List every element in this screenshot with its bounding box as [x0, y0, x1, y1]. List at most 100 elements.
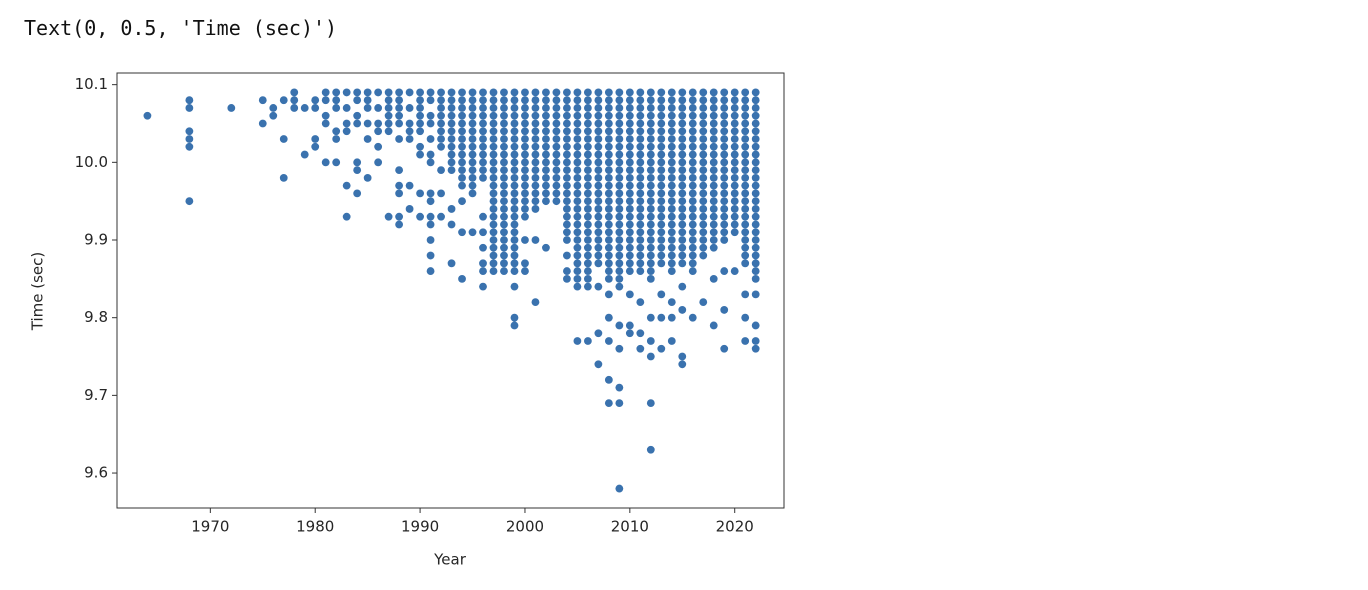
point — [594, 243, 603, 252]
point — [615, 220, 624, 229]
point — [500, 267, 508, 275]
point — [636, 220, 645, 229]
point — [458, 274, 466, 283]
point — [730, 111, 739, 120]
point — [563, 205, 571, 213]
point — [604, 173, 613, 182]
point — [521, 181, 529, 190]
point — [741, 243, 750, 252]
point — [531, 142, 540, 151]
point — [521, 197, 529, 206]
point — [751, 243, 760, 252]
point — [458, 166, 466, 174]
point — [615, 173, 624, 182]
point — [489, 135, 498, 143]
point — [646, 173, 655, 182]
point — [552, 150, 561, 159]
point — [730, 189, 739, 198]
point — [510, 104, 519, 112]
point — [604, 399, 613, 408]
point — [321, 96, 330, 105]
point — [604, 243, 613, 252]
point — [258, 96, 267, 105]
point — [667, 243, 676, 252]
point — [542, 150, 550, 159]
point — [321, 111, 330, 120]
point — [416, 96, 424, 105]
point — [688, 111, 697, 120]
point — [468, 111, 477, 120]
point — [437, 88, 445, 97]
point — [657, 220, 666, 229]
point — [678, 158, 687, 167]
point — [678, 127, 687, 136]
point — [185, 127, 194, 136]
point — [458, 173, 466, 182]
point — [279, 135, 288, 143]
point — [500, 88, 508, 97]
point — [709, 189, 718, 198]
point — [500, 212, 508, 221]
point — [636, 111, 645, 120]
point — [594, 259, 603, 268]
point — [751, 344, 760, 353]
point — [720, 267, 729, 275]
point — [615, 111, 624, 120]
point — [573, 181, 582, 190]
point — [636, 104, 645, 112]
point — [510, 212, 519, 221]
point — [510, 321, 519, 330]
point — [730, 88, 739, 97]
point — [479, 158, 487, 167]
point — [667, 88, 676, 97]
point — [594, 158, 603, 167]
point — [447, 220, 456, 229]
point — [646, 259, 655, 268]
point — [531, 111, 540, 120]
point — [699, 236, 708, 244]
point — [678, 119, 687, 128]
point — [447, 158, 456, 167]
point — [604, 228, 613, 237]
point — [563, 104, 571, 112]
point — [678, 360, 687, 369]
point — [751, 321, 760, 330]
point — [741, 166, 750, 174]
x-tick-label: 2000 — [506, 518, 544, 536]
point — [604, 205, 613, 213]
point — [699, 150, 708, 159]
point — [185, 96, 194, 105]
point — [500, 166, 508, 174]
point — [709, 119, 718, 128]
point — [500, 150, 508, 159]
point — [730, 228, 739, 237]
point — [625, 228, 634, 237]
point — [688, 267, 697, 275]
point — [594, 111, 603, 120]
point — [636, 197, 645, 206]
point — [751, 158, 760, 167]
x-tick-label: 1970 — [191, 518, 229, 536]
point — [437, 142, 445, 151]
point — [741, 150, 750, 159]
point — [583, 251, 592, 260]
point — [521, 158, 529, 167]
point — [751, 111, 760, 120]
point — [563, 173, 571, 182]
point — [479, 166, 487, 174]
point — [489, 127, 498, 136]
point — [699, 142, 708, 151]
point — [741, 104, 750, 112]
point — [573, 274, 582, 283]
point — [416, 119, 424, 128]
point — [437, 135, 445, 143]
point — [751, 220, 760, 229]
point — [751, 197, 760, 206]
point — [709, 212, 718, 221]
point — [395, 181, 404, 190]
point — [458, 119, 466, 128]
y-tick-label: 10.1 — [75, 75, 108, 93]
point — [489, 220, 498, 229]
point — [479, 88, 487, 97]
point — [395, 88, 404, 97]
